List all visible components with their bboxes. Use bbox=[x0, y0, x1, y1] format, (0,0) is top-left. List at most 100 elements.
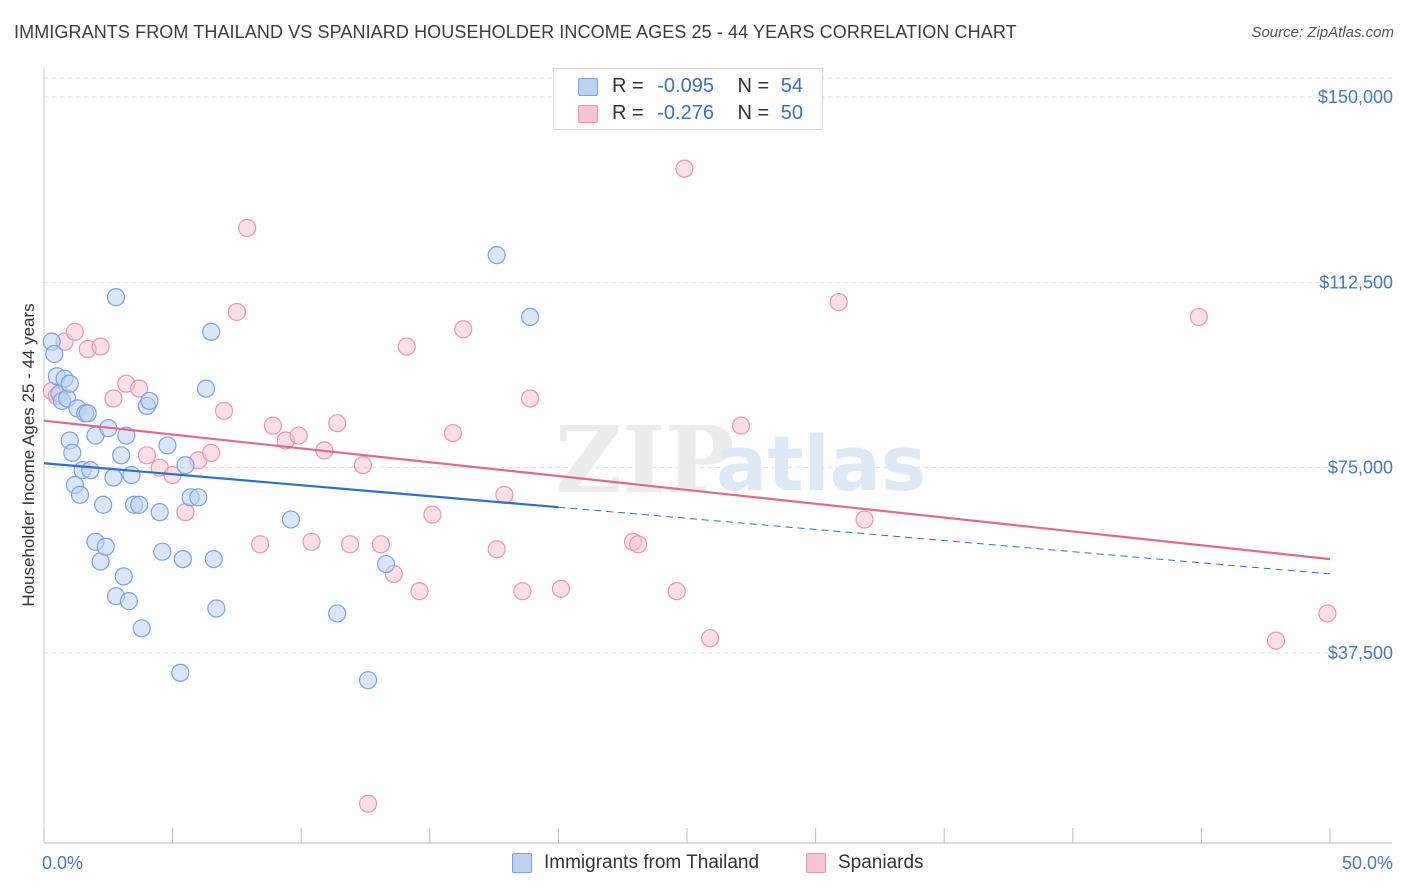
thailand-point bbox=[114, 567, 133, 586]
thailand-point bbox=[176, 456, 195, 475]
thailand-point bbox=[207, 599, 226, 618]
thailand-point bbox=[119, 592, 138, 611]
spaniards-point bbox=[1189, 307, 1208, 327]
spaniards-point bbox=[410, 582, 429, 601]
grid-layer bbox=[44, 77, 1392, 654]
spaniards-point bbox=[328, 414, 347, 433]
thailand-point bbox=[173, 549, 192, 569]
thailand-trend-line bbox=[43, 462, 559, 509]
spaniards-point bbox=[454, 320, 473, 339]
spaniards-point bbox=[521, 389, 540, 408]
y-tick-label: $150,000 bbox=[1318, 87, 1393, 107]
legend-n-label: N = bbox=[737, 75, 770, 97]
series-legend-label-thailand: Immigrants from Thailand bbox=[544, 852, 760, 873]
thailand-point bbox=[202, 322, 221, 341]
thailand-point bbox=[204, 549, 223, 569]
y-tick-label: $37,500 bbox=[1328, 643, 1393, 663]
spaniards-point bbox=[495, 485, 514, 504]
legend-swatch-spaniards bbox=[578, 105, 598, 123]
legend-r-label: R = bbox=[612, 102, 644, 124]
thailand-point bbox=[281, 510, 301, 529]
spaniards-point bbox=[423, 505, 442, 524]
spaniards-point bbox=[104, 389, 123, 408]
legend-n-value-spaniards: 50 bbox=[780, 102, 804, 124]
thailand-point bbox=[171, 663, 190, 682]
spaniards-point bbox=[91, 337, 110, 356]
series-legend-label-spaniards: Spaniards bbox=[838, 852, 924, 873]
spaniards-point bbox=[358, 794, 378, 813]
spaniards-point bbox=[65, 322, 84, 341]
thailand-trend-extension bbox=[558, 506, 1331, 575]
legend-n-value-thailand: 54 bbox=[780, 75, 804, 97]
spaniards-point bbox=[227, 302, 246, 322]
spaniards-point bbox=[675, 159, 694, 178]
chart-source: Source: ZipAtlas.com bbox=[1251, 24, 1394, 41]
spaniards-point bbox=[443, 423, 463, 443]
series-legend-swatch-thailand bbox=[512, 853, 532, 873]
thailand-point bbox=[140, 391, 159, 411]
thailand-point bbox=[60, 374, 79, 393]
spaniards-point bbox=[202, 443, 221, 462]
spaniards-point bbox=[397, 337, 416, 356]
thailand-point bbox=[150, 503, 169, 522]
spaniards-point bbox=[1266, 631, 1286, 650]
thailand-point bbox=[158, 436, 177, 455]
trend-lines bbox=[43, 419, 1331, 575]
spaniards-point bbox=[250, 535, 270, 554]
thailand-point bbox=[112, 446, 131, 465]
legend-r-value-spaniards: -0.276 bbox=[657, 102, 714, 124]
legend-n-label: N = bbox=[737, 102, 770, 124]
spaniards-point bbox=[130, 379, 149, 398]
spaniards-trend-line bbox=[43, 419, 1331, 561]
axis-layer: $37,500 $75,000 $112,500 $150,000 0.0% 50.0% bbox=[42, 68, 1393, 873]
spaniards-point bbox=[513, 582, 532, 601]
thailand-point bbox=[132, 619, 151, 638]
spaniards-point bbox=[353, 456, 373, 475]
thailand-point bbox=[153, 542, 172, 561]
spaniards-point bbox=[302, 532, 321, 551]
spaniards-point bbox=[731, 416, 751, 435]
thailand-point bbox=[117, 426, 136, 445]
x-tick-label-min: 0.0% bbox=[42, 853, 83, 873]
thailand-point bbox=[376, 554, 396, 574]
spaniards-point bbox=[1318, 604, 1337, 623]
spaniards-point bbox=[238, 218, 257, 238]
thailand-point bbox=[189, 488, 208, 507]
spaniards-point bbox=[855, 510, 874, 529]
thailand-point bbox=[130, 495, 149, 514]
thailand-point bbox=[96, 537, 115, 556]
correlation-legend: R = -0.095 N = 54 R = -0.276 N = 50 bbox=[553, 68, 823, 130]
thailand-point bbox=[106, 288, 126, 307]
chart-title: IMMIGRANTS FROM THAILAND VS SPANIARD HOU… bbox=[14, 22, 1017, 42]
thailand-point bbox=[94, 495, 113, 514]
series-legend-swatch-spaniards bbox=[806, 853, 826, 873]
thailand-point bbox=[328, 604, 347, 623]
legend-r-label: R = bbox=[612, 75, 644, 97]
spaniards-point bbox=[340, 535, 360, 554]
spaniards-point bbox=[701, 629, 720, 648]
thailand-point bbox=[487, 246, 506, 265]
spaniards-point bbox=[551, 579, 571, 598]
legend-swatch-thailand bbox=[578, 78, 598, 96]
spaniards-point bbox=[137, 446, 156, 465]
y-axis-label: Householder Income Ages 25 - 44 years bbox=[19, 303, 38, 606]
spaniards-point bbox=[829, 293, 848, 312]
spaniards-point bbox=[289, 426, 308, 445]
spaniards-point bbox=[629, 535, 648, 554]
thailand-points bbox=[42, 246, 540, 690]
spaniards-point bbox=[263, 416, 283, 435]
thailand-point bbox=[63, 443, 82, 462]
spaniards-point bbox=[487, 540, 506, 559]
y-tick-label: $112,500 bbox=[1319, 272, 1393, 292]
thailand-point bbox=[81, 461, 100, 480]
thailand-point bbox=[104, 468, 123, 487]
thailand-point bbox=[196, 379, 216, 398]
thailand-point bbox=[45, 344, 64, 364]
y-tick-label: $75,000 bbox=[1328, 458, 1393, 478]
spaniards-point bbox=[667, 582, 686, 601]
x-tick-label-max: 50.0% bbox=[1342, 853, 1393, 873]
thailand-point bbox=[70, 485, 90, 504]
thailand-point bbox=[521, 307, 540, 327]
legend-r-value-thailand: -0.095 bbox=[657, 75, 714, 97]
